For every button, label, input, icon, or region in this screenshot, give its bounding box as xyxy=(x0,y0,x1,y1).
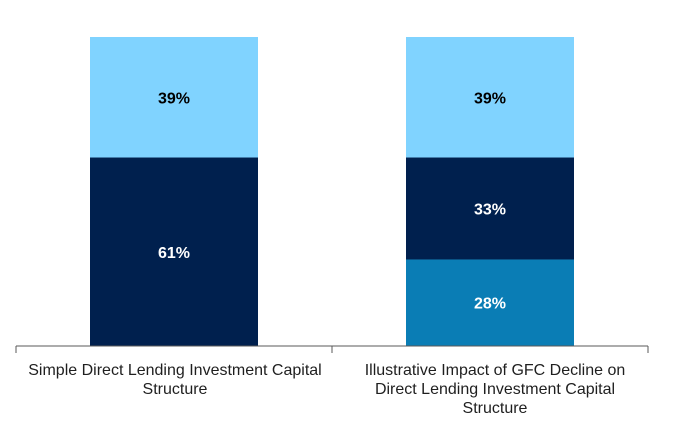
bar-segment-2-1 xyxy=(406,259,574,346)
bars-group: 61% 39% 28% 33% 39% xyxy=(90,37,574,346)
data-label-2-1: 28% xyxy=(474,296,506,313)
category-label-2: Illustrative Impact of GFC Decline on Di… xyxy=(364,362,626,417)
bar-segment-1-1 xyxy=(90,157,258,346)
data-label-2-3: 39% xyxy=(474,90,506,107)
data-label-2-2: 33% xyxy=(474,201,506,218)
bar-segment-1-2 xyxy=(90,37,258,158)
data-label-1-2: 39% xyxy=(158,90,190,107)
category-label-1: Simple Direct Lending Investment Capital… xyxy=(28,362,322,398)
bar-segment-2-2 xyxy=(406,157,574,260)
data-label-1-1: 61% xyxy=(158,245,190,262)
x-axis xyxy=(15,345,649,353)
bar-segment-2-3 xyxy=(406,37,574,158)
